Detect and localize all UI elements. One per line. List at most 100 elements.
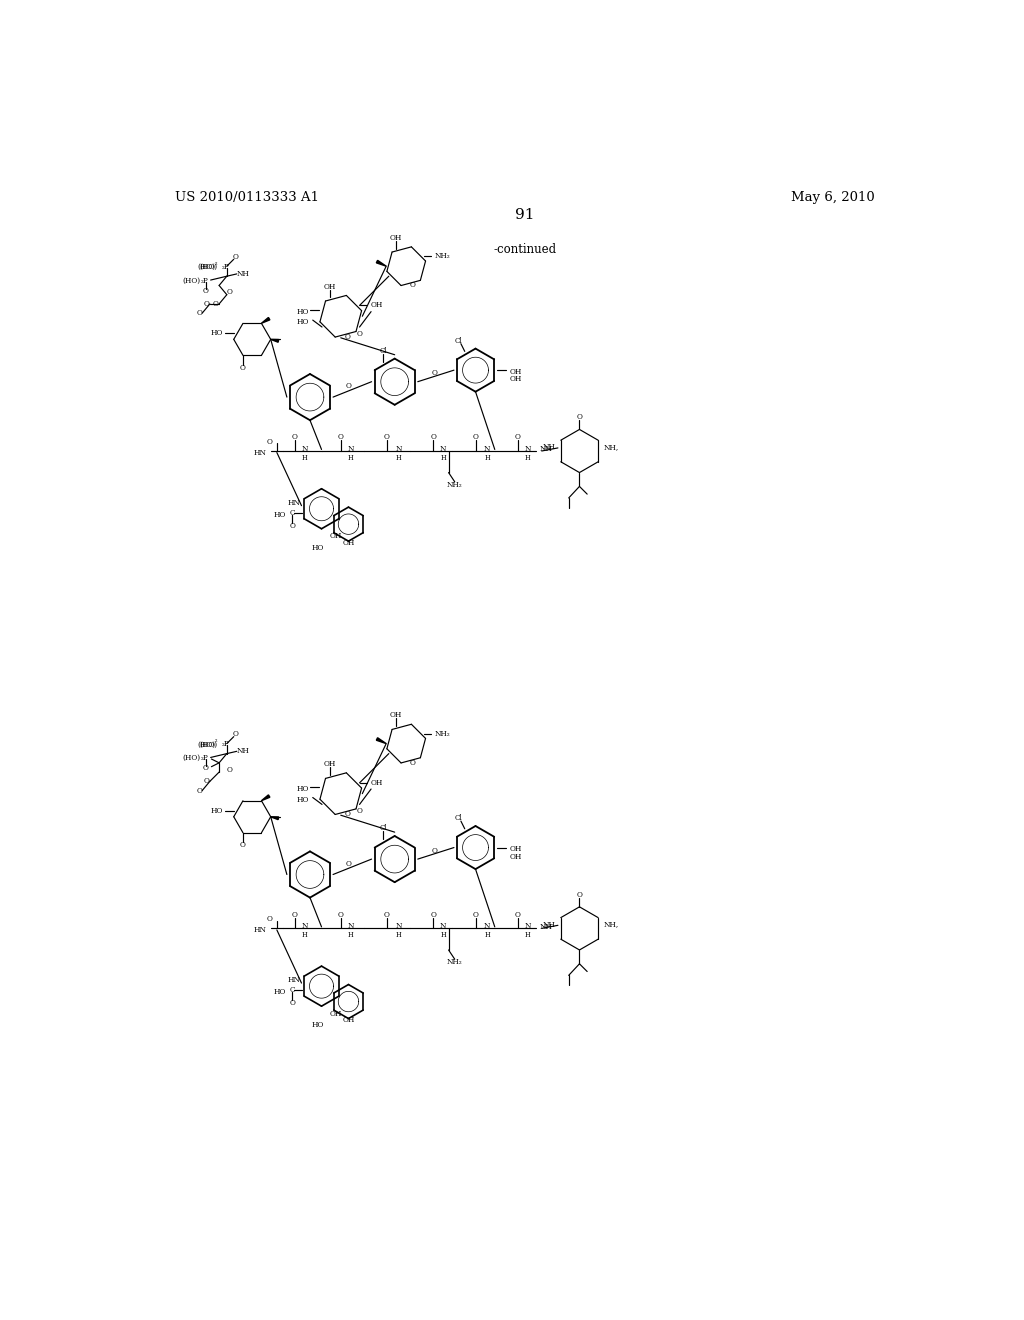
Text: NH₂: NH₂ [434,730,451,738]
Text: OH: OH [371,301,383,309]
Text: ₂P: ₂P [201,277,208,285]
Text: O: O [357,808,362,816]
Text: NH: NH [540,445,552,454]
Text: HO: HO [273,989,286,997]
Text: OH: OH [329,532,342,540]
Text: H: H [525,454,530,462]
Text: ₂P: ₂P [221,741,229,748]
Text: O: O [197,309,202,317]
Text: HO: HO [296,318,308,326]
Text: N: N [484,923,490,931]
Text: H: H [484,932,489,940]
Text: O: O [338,911,344,919]
Text: NH,: NH, [603,444,618,451]
Text: H: H [348,454,353,462]
Polygon shape [377,260,386,267]
Text: H: H [302,454,307,462]
Text: O: O [410,281,415,289]
Text: O: O [473,911,478,919]
Text: H: H [484,454,489,462]
Text: H: H [395,454,401,462]
Text: OH: OH [329,1010,342,1018]
Polygon shape [377,738,386,743]
Text: OH: OH [390,711,402,719]
Text: NH: NH [237,269,250,279]
Text: OH: OH [342,1016,354,1024]
Text: N: N [347,923,354,931]
Text: HO: HO [273,511,286,519]
Text: N: N [484,445,490,453]
Text: O: O [338,433,344,441]
Text: (HO): (HO) [198,741,215,748]
Text: H: H [348,932,353,940]
Text: HO: HO [296,785,308,793]
Text: O: O [233,253,239,261]
Text: O: O [203,286,209,294]
Polygon shape [261,318,270,323]
Text: (HO): (HO) [182,754,201,762]
Text: N: N [440,445,446,453]
Text: OH: OH [342,539,354,546]
Polygon shape [261,795,270,801]
Text: NH₂: NH₂ [446,958,463,966]
Text: HO: HO [311,1022,324,1030]
Text: Cl: Cl [379,824,387,832]
Text: HO: HO [296,308,308,315]
Text: NH: NH [543,920,556,928]
Text: O: O [432,846,437,854]
Text: O: O [290,999,295,1007]
Text: H: H [525,932,530,940]
Text: NH,: NH, [603,920,618,928]
Text: OH: OH [324,760,336,768]
Text: (HO): (HO) [182,277,201,285]
Text: C: C [290,986,295,994]
Polygon shape [270,817,279,820]
Text: C: C [290,508,295,516]
Text: H: H [440,932,446,940]
Text: H: H [395,932,401,940]
Text: OH: OH [509,853,522,861]
Text: O: O [430,433,436,441]
Text: O: O [204,300,210,308]
Text: N: N [301,445,308,453]
Text: ₂: ₂ [215,737,217,744]
Text: 91: 91 [515,209,535,222]
Text: O: O [227,766,232,774]
Text: OH: OH [371,779,383,787]
Text: O: O [345,383,351,391]
Text: NH₂: NH₂ [434,252,451,260]
Text: OH: OH [509,375,522,383]
Text: US 2010/0113333 A1: US 2010/0113333 A1 [175,190,319,203]
Text: ₂: ₂ [215,259,217,267]
Text: O: O [410,759,415,767]
Text: HO: HO [296,796,308,804]
Text: O: O [197,787,202,795]
Text: (HO): (HO) [200,741,217,748]
Text: O: O [240,841,246,849]
Text: (HO): (HO) [200,263,217,271]
Text: (HO): (HO) [198,263,215,271]
Text: OH: OH [324,282,336,290]
Text: O: O [384,911,390,919]
Text: O: O [292,433,298,441]
Text: Cl: Cl [379,347,387,355]
Text: N: N [524,445,531,453]
Text: O: O [577,413,583,421]
Text: O: O [227,288,232,297]
Text: ₂P: ₂P [221,263,229,271]
Text: OH: OH [390,234,402,242]
Text: HO: HO [311,544,324,552]
Text: N: N [395,923,401,931]
Text: HO: HO [211,329,223,337]
Text: NH₂: NH₂ [446,480,463,488]
Text: -continued: -continued [494,243,556,256]
Text: O: O [515,911,521,919]
Text: OH: OH [509,368,522,376]
Text: N: N [440,923,446,931]
Text: O: O [384,433,390,441]
Text: N: N [347,445,354,453]
Text: H: H [302,932,307,940]
Text: O: O [240,364,246,372]
Text: O: O [203,764,209,772]
Text: NH: NH [543,444,556,451]
